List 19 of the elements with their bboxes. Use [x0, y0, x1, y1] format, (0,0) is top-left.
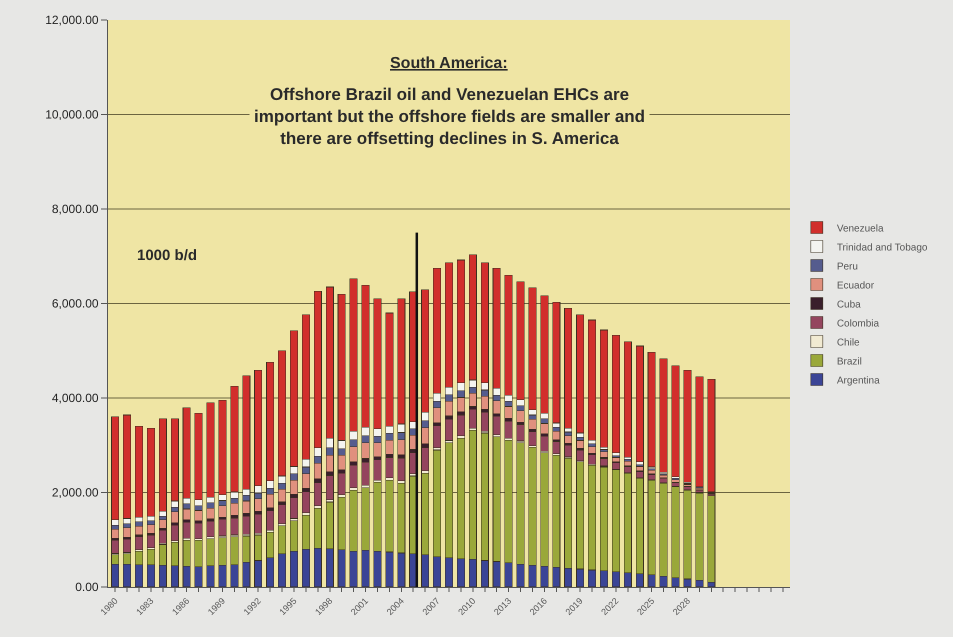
y-tick-label: 10,000.00: [45, 108, 99, 122]
legend-label: Brazil: [836, 356, 862, 368]
legend-label: Ecuador: [836, 280, 875, 292]
text: Offshore Brazil oil and Venezuelan EHCs are important but the offshore fields are smaller and there are offsetting declines in S. America: [254, 85, 646, 148]
y-tick-label: 2,000.00: [52, 486, 99, 500]
legend-label: Cuba: [836, 299, 862, 310]
y-tick-label: 8,000.00: [52, 202, 99, 216]
y-tick-label: 6,000.00: [52, 296, 99, 311]
y-axis-title: 1000 b/d: [137, 247, 198, 264]
legend-label: Argentina: [836, 375, 880, 386]
y-tick-label: 0.00: [75, 580, 99, 594]
legend-label: Venezuela: [836, 223, 884, 234]
legend-label: Chile: [836, 337, 860, 348]
text: South America:: [390, 55, 508, 72]
legend-label: Peru: [836, 261, 858, 272]
legend-label: Colombia: [836, 318, 880, 330]
legend-label: Trinidad and Tobago: [836, 242, 928, 254]
y-tick-label: 12,000.00: [45, 13, 99, 28]
y-tick-label: 4,000.00: [52, 391, 99, 406]
